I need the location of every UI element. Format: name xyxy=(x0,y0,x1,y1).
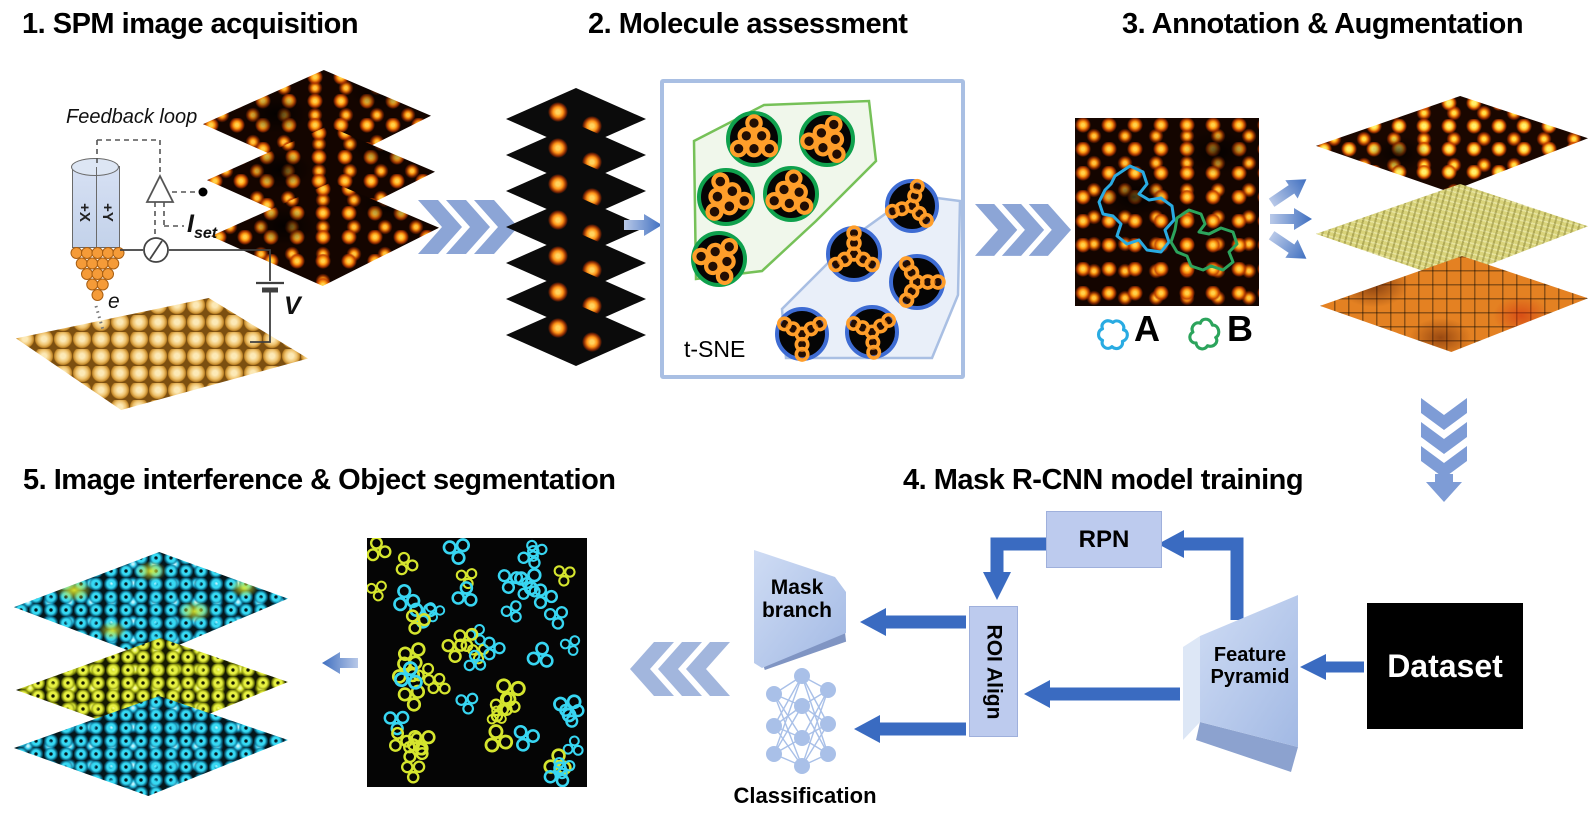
class-a-label: A xyxy=(1134,308,1160,349)
classification-network-icon xyxy=(766,668,836,774)
class-b-blob-icon xyxy=(1185,313,1225,355)
cluster-b-region xyxy=(780,193,961,360)
roi-align-node: ROI Align xyxy=(969,606,1018,737)
chevron-right-icon xyxy=(975,204,1071,256)
dataset-node: Dataset xyxy=(1367,603,1523,729)
piezo-y-label: +Y xyxy=(98,202,116,222)
current-setpoint-label: Iset xyxy=(187,210,218,242)
augmented-image-layer xyxy=(1316,96,1588,192)
mask-branch-node: Mask branch xyxy=(753,548,847,670)
spm-image-layer-3 xyxy=(211,182,439,286)
signal-tap-dot xyxy=(198,187,208,197)
annotation-outlines xyxy=(1097,164,1239,272)
cluster-b-points xyxy=(766,173,948,364)
piezo-scanner: +X +Y xyxy=(71,158,120,248)
class-a-outline xyxy=(1097,164,1176,254)
class-b-label: B xyxy=(1227,308,1253,349)
bias-voltage-label: V xyxy=(284,292,301,320)
augmentation-fan-arrows-icon xyxy=(1265,170,1313,266)
annotated-spm-image xyxy=(1075,118,1259,306)
step4-title: 4. Mask R-CNN model training xyxy=(903,464,1304,496)
class-a-blob-icon xyxy=(1096,319,1129,351)
amplifier-triangle xyxy=(145,173,175,203)
rpn-node: RPN xyxy=(1046,511,1162,568)
arrow-right-icon xyxy=(624,214,662,236)
electron-label: e xyxy=(108,290,120,313)
arrow-left-icon xyxy=(322,652,358,674)
step5-title: 5. Image interference & Object segmentat… xyxy=(23,464,616,496)
current-meter xyxy=(143,237,169,263)
chevron-down-icon xyxy=(1421,398,1467,502)
tsne-method-label: t-SNE xyxy=(684,336,746,362)
feature-pyramid-node: Feature Pyramid xyxy=(1181,592,1299,774)
cluster-a-points xyxy=(692,109,857,286)
molecule-tile xyxy=(506,304,646,366)
segmentation-result-image xyxy=(367,538,587,787)
step3-title: 3. Annotation & Augmentation xyxy=(1122,8,1524,40)
pixelated-augmentation-layer xyxy=(1320,256,1588,352)
classification-label: Classification xyxy=(733,783,877,808)
step1-title: 1. SPM image acquisition xyxy=(22,8,359,40)
chevron-left-icon xyxy=(630,642,730,696)
piezo-divider xyxy=(96,167,97,247)
class-b-outline xyxy=(1169,208,1239,272)
step2-title: 2. Molecule assessment xyxy=(588,8,908,40)
tsne-plot: t-SNE xyxy=(660,79,965,379)
tsne-clusters xyxy=(664,99,961,364)
gold-substrate xyxy=(16,298,308,410)
piezo-x-label: +X xyxy=(75,202,93,222)
stm-tip-atoms xyxy=(70,247,125,301)
feedback-loop-label: Feedback loop xyxy=(66,106,198,128)
class-a-mask-layer xyxy=(14,696,288,796)
chevron-right-icon xyxy=(418,200,518,254)
